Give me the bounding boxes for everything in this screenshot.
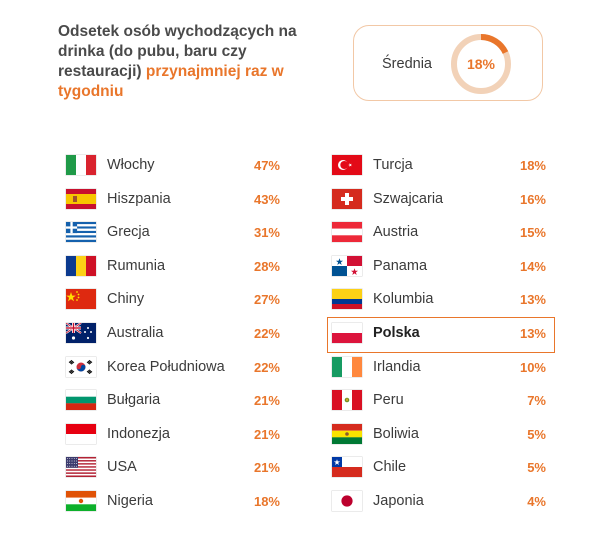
table-row: Włochy 47%	[62, 150, 288, 184]
turkey-flag-icon	[332, 155, 362, 175]
percentage-value: 7%	[527, 393, 546, 409]
country-name: Hiszpania	[107, 190, 171, 207]
percentage-value: 10%	[519, 359, 546, 375]
table-row: Bułgaria 21%	[62, 385, 288, 419]
country-name: Kolumbia	[373, 291, 434, 308]
table-row: Szwajcaria 16%	[328, 184, 554, 218]
colombia-flag-icon	[332, 289, 362, 310]
country-name: Austria	[373, 224, 419, 241]
percentage-value: 15%	[519, 225, 546, 241]
table-row: Turcja 18%	[328, 150, 554, 184]
table-row: Indonezja 21%	[62, 419, 288, 453]
country-name: Nigeria	[107, 492, 153, 509]
percentage-value: 21%	[253, 426, 280, 442]
country-name: Rumunia	[107, 257, 166, 274]
table-row: Austria 15%	[328, 217, 554, 251]
percentage-value: 22%	[253, 359, 280, 375]
percentage-value: 28%	[253, 258, 280, 274]
table-row: Chiny 27%	[62, 284, 288, 318]
niger-flag-icon	[66, 490, 96, 511]
percentage-value: 13%	[519, 325, 546, 341]
italy-flag-icon	[66, 155, 96, 175]
average-label: Średnia	[382, 56, 432, 72]
country-name: Szwajcaria	[373, 190, 444, 207]
country-name: Chiny	[107, 291, 145, 308]
country-name: Boliwia	[373, 425, 419, 442]
indonesia-flag-icon	[66, 423, 96, 444]
ireland-flag-icon	[332, 356, 362, 377]
percentage-value: 5%	[527, 426, 546, 442]
country-name: Australia	[107, 324, 164, 341]
average-value: 18%	[466, 56, 496, 72]
percentage-value: 31%	[253, 225, 280, 241]
average-ring-arc	[451, 34, 511, 94]
table-row: Nigeria 18%	[62, 486, 288, 520]
bulgaria-flag-icon	[66, 390, 96, 411]
country-name: Korea Południowa	[107, 358, 225, 375]
table-row: Rumunia 28%	[62, 251, 288, 285]
ranking-column-right: Turcja 18% Szwajcaria 16% Austria 15% Panama 14…	[327, 150, 555, 520]
table-row: Chile 5%	[328, 452, 554, 486]
chart-title: Odsetek osób wychodzących na drinka (do …	[58, 22, 328, 102]
average-card: Średnia 18%	[353, 25, 543, 101]
table-row: Kolumbia 13%	[328, 284, 554, 318]
percentage-value: 18%	[253, 493, 280, 509]
austria-flag-icon	[332, 222, 362, 243]
country-name: Japonia	[373, 492, 424, 509]
poland-flag-icon	[332, 322, 362, 343]
table-row: Peru 7%	[328, 385, 554, 419]
country-name: USA	[107, 459, 137, 476]
switzerland-flag-icon	[332, 188, 362, 209]
country-name: Włochy	[107, 157, 155, 173]
spain-flag-icon	[66, 188, 96, 209]
percentage-value: 47%	[253, 158, 280, 173]
table-row: Panama 14%	[328, 251, 554, 285]
country-name: Panama	[373, 257, 428, 274]
percentage-value: 4%	[527, 493, 546, 509]
percentage-value: 22%	[253, 325, 280, 341]
greece-flag-icon	[66, 222, 96, 243]
table-row: USA 21%	[62, 452, 288, 486]
average-ring	[451, 34, 511, 94]
percentage-value: 13%	[519, 292, 546, 308]
bolivia-flag-icon	[332, 423, 362, 444]
romania-flag-icon	[66, 255, 96, 276]
country-name: Bułgaria	[107, 392, 161, 409]
title-accent-text: przynajmniej raz w tygodniu	[58, 63, 284, 100]
table-row: Hiszpania 43%	[62, 184, 288, 218]
percentage-value: 21%	[253, 460, 280, 476]
table-row: Australia 22%	[62, 318, 288, 352]
peru-flag-icon	[332, 390, 362, 411]
table-row: Korea Południowa 22%	[62, 352, 288, 386]
table-row: Japonia 4%	[328, 486, 554, 520]
usa-flag-icon	[66, 457, 96, 478]
country-name: Turcja	[373, 157, 413, 173]
percentage-value: 27%	[253, 292, 280, 308]
chile-flag-icon	[332, 457, 362, 478]
percentage-value: 14%	[519, 258, 546, 274]
table-row: Boliwia 5%	[328, 419, 554, 453]
china-flag-icon	[66, 289, 96, 310]
table-row: Irlandia 10%	[328, 352, 554, 386]
ranking-column-left: Włochy 47% Hiszpania 43% Grecja 31% Rumunia 28%…	[62, 150, 288, 520]
table-row: Grecja 31%	[62, 217, 288, 251]
country-name: Peru	[373, 392, 404, 409]
country-name: Irlandia	[373, 358, 421, 375]
percentage-value: 5%	[527, 460, 546, 476]
percentage-value: 43%	[253, 191, 280, 207]
country-name: Grecja	[107, 224, 150, 241]
japan-flag-icon	[332, 490, 362, 511]
south-korea-flag-icon	[66, 356, 96, 377]
percentage-value: 18%	[519, 158, 546, 173]
table-row-highlighted: Polska 13%	[327, 316, 555, 353]
country-name: Chile	[373, 459, 407, 476]
percentage-value: 16%	[519, 191, 546, 207]
percentage-value: 21%	[253, 393, 280, 409]
panama-flag-icon	[332, 255, 362, 276]
country-name: Indonezja	[107, 425, 170, 442]
title-text: Odsetek osób wychodzących na drinka (do …	[58, 23, 297, 80]
australia-flag-icon	[66, 322, 96, 343]
country-name: Polska	[373, 324, 420, 341]
